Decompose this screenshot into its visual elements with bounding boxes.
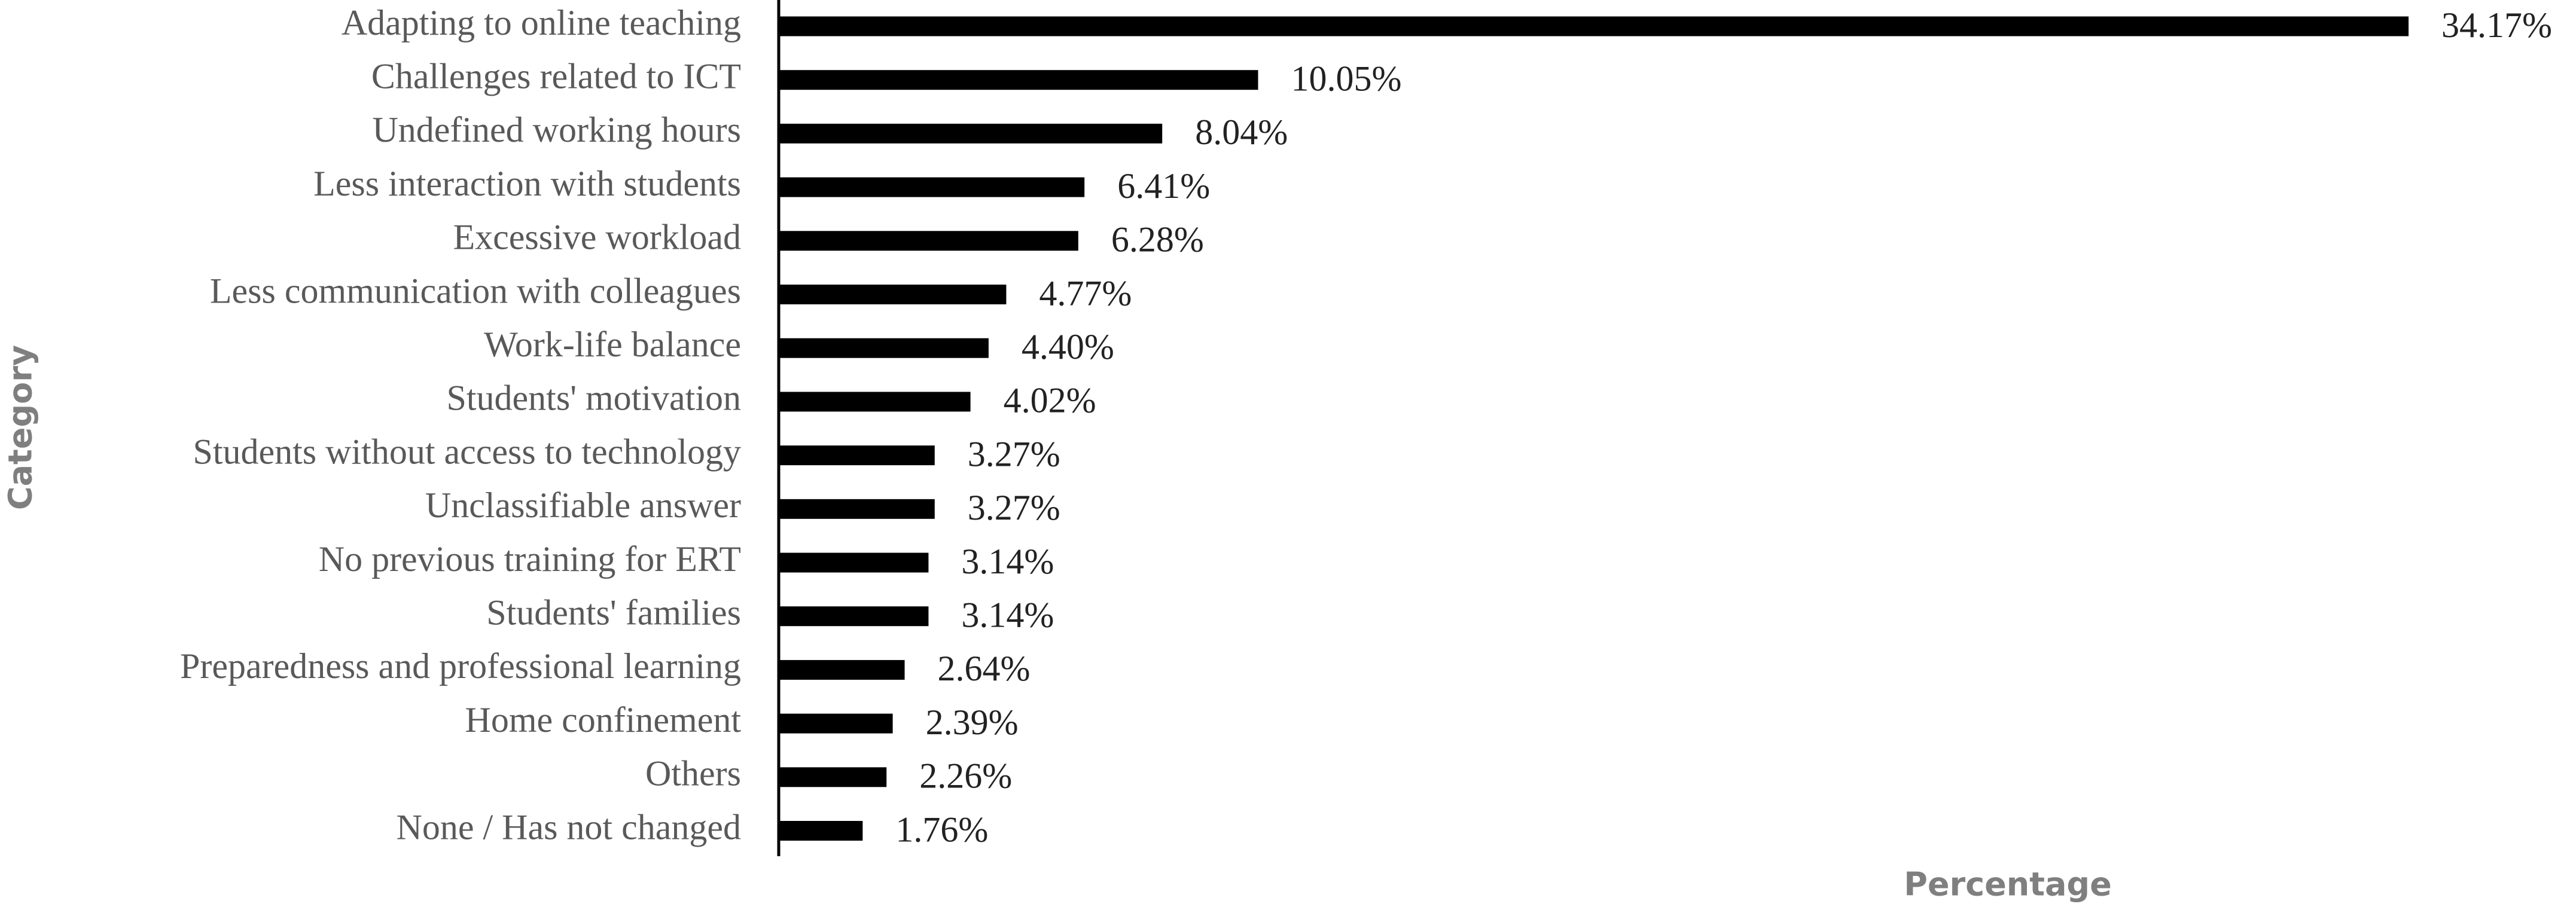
value-label: 8.04%: [1195, 112, 1288, 152]
bar: [779, 231, 1078, 251]
value-label: 3.14%: [961, 595, 1054, 634]
value-label: 3.14%: [961, 542, 1054, 581]
bar: [779, 392, 971, 412]
y-tick-label: Excessive workload: [453, 218, 741, 257]
y-tick-label: Adapting to online teaching: [342, 3, 741, 42]
value-label: 4.40%: [1022, 327, 1114, 367]
bar: [779, 821, 863, 841]
y-tick-label: Home confinement: [465, 700, 741, 740]
y-tick-label: No previous training for ERT: [319, 539, 741, 579]
bar: [779, 338, 989, 358]
bar: [779, 16, 2409, 36]
bar: [779, 659, 905, 680]
bar: [779, 445, 935, 466]
y-tick-label: Challenges related to ICT: [371, 56, 741, 96]
y-tick-label: Less communication with colleagues: [210, 271, 741, 310]
y-tick-label: Others: [645, 754, 741, 793]
bar: [779, 767, 887, 787]
value-label: 2.26%: [919, 756, 1012, 796]
y-tick-label: Students without access to technology: [193, 432, 741, 471]
y-tick-label: Unclassifiable answer: [425, 485, 741, 525]
value-label: 34.17%: [2441, 5, 2552, 45]
value-label: 4.02%: [1004, 381, 1096, 420]
bar: [779, 123, 1163, 143]
bar: [779, 285, 1007, 304]
value-label: 6.41%: [1117, 166, 1210, 206]
value-label: 3.27%: [968, 488, 1060, 527]
y-tick-label: None / Has not changed: [396, 807, 741, 847]
value-label: 2.39%: [926, 703, 1019, 742]
bar: [779, 177, 1085, 197]
y-tick-label: Students' motivation: [447, 378, 741, 418]
y-tick-label: Undefined working hours: [372, 110, 741, 149]
y-tick-label: Less interaction with students: [313, 164, 741, 203]
y-tick-label: Students' families: [486, 593, 741, 632]
value-label: 3.27%: [968, 434, 1060, 474]
value-label: 6.28%: [1111, 220, 1204, 259]
y-axis-title: Category: [2, 345, 39, 510]
y-tick-label: Work-life balance: [484, 325, 741, 364]
bar: [779, 606, 929, 627]
bar: [779, 713, 893, 734]
bar: [779, 499, 935, 519]
y-tick-label: Preparedness and professional learning: [180, 646, 741, 686]
value-label: 2.64%: [938, 649, 1031, 688]
bar: [779, 552, 929, 573]
value-label: 10.05%: [1291, 59, 1401, 98]
value-label: 4.77%: [1039, 273, 1132, 313]
bar: [779, 70, 1258, 90]
x-axis-title: Percentage: [1904, 866, 2111, 903]
value-label: 1.76%: [895, 810, 988, 849]
